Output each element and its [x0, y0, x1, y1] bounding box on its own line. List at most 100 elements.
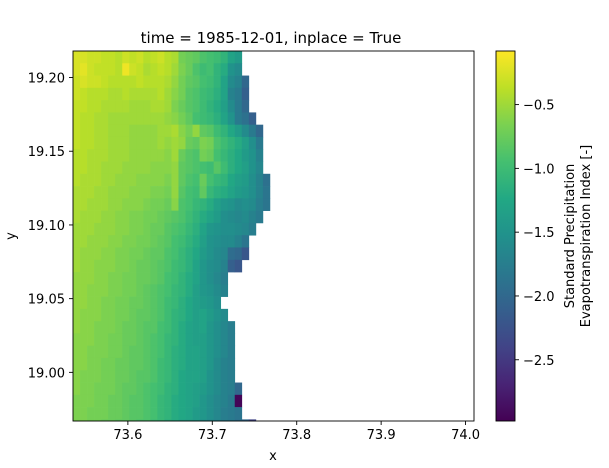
heatmap-cell [192, 321, 200, 334]
y-tick-label: 19.20 [28, 72, 65, 87]
heatmap-cell [122, 407, 130, 420]
heatmap-cell [171, 308, 179, 322]
heatmap-cell [206, 272, 214, 285]
heatmap-cell [199, 357, 207, 371]
heatmap-cell [164, 272, 172, 285]
heatmap-cell [143, 321, 151, 334]
heatmap-cell [185, 173, 193, 187]
heatmap-cell [115, 136, 123, 150]
heatmap-cell [234, 419, 243, 422]
heatmap-cell [129, 382, 137, 396]
heatmap-cell [122, 247, 130, 261]
heatmap-cell [227, 124, 236, 138]
heatmap-cell [234, 75, 243, 89]
heatmap-cell [185, 161, 193, 175]
heatmap-cell [227, 394, 236, 408]
heatmap-cell [108, 321, 116, 334]
heatmap-cell [248, 149, 257, 162]
heatmap-cell [122, 321, 130, 334]
heatmap-cell [227, 357, 236, 371]
heatmap-cell [108, 394, 116, 408]
heatmap-cell [213, 394, 222, 408]
heatmap-cell [199, 210, 207, 224]
heatmap-cell [206, 198, 214, 211]
heatmap-cell [178, 357, 186, 371]
heatmap-cell [220, 198, 229, 211]
heatmap-cell [157, 75, 165, 89]
heatmap-cell [185, 321, 193, 334]
heatmap-cell [227, 136, 236, 150]
heatmap-cell [241, 173, 250, 187]
heatmap-cell [192, 357, 200, 371]
heatmap-cell [206, 296, 214, 310]
heatmap-cell [213, 124, 222, 138]
heatmap-cell [213, 75, 222, 89]
heatmap-cell [80, 75, 88, 89]
heatmap-cell [164, 63, 172, 76]
heatmap-cell [136, 321, 144, 334]
heatmap-cell [206, 124, 214, 138]
heatmap-cell [220, 394, 229, 408]
heatmap-cell [115, 370, 123, 383]
heatmap-cell [122, 186, 130, 199]
heatmap-cell [220, 87, 229, 101]
heatmap-cell [115, 419, 123, 422]
heatmap-cell [164, 382, 172, 396]
heatmap-cell [115, 259, 123, 273]
heatmap-cell [108, 272, 116, 285]
heatmap-cell [143, 198, 151, 211]
heatmap-cell [171, 296, 179, 310]
heatmap-cell [87, 419, 95, 422]
heatmap-cell [192, 124, 200, 138]
heatmap-cell [199, 370, 207, 383]
heatmap-cell [164, 407, 172, 420]
heatmap-cell [80, 87, 88, 101]
heatmap-cell [206, 308, 214, 322]
heatmap-cell [192, 210, 200, 224]
heatmap-cell [220, 173, 229, 187]
heatmap-cell [129, 419, 137, 422]
heatmap-cell [87, 259, 95, 273]
heatmap-cell [227, 210, 236, 224]
heatmap-cell [80, 321, 88, 334]
heatmap-cell [136, 100, 144, 113]
heatmap-cell [171, 161, 179, 175]
heatmap-cell [164, 284, 172, 297]
heatmap-cell [227, 186, 236, 199]
heatmap-cell [150, 173, 158, 187]
heatmap-cell [150, 296, 158, 310]
heatmap-cell [115, 333, 123, 347]
heatmap-cell [220, 235, 229, 248]
heatmap-cell [73, 284, 81, 297]
heatmap-cell [213, 357, 222, 371]
heatmap-cell [87, 222, 95, 236]
heatmap-cell [115, 235, 123, 248]
heatmap-cell [192, 186, 200, 199]
heatmap-cell [234, 124, 243, 138]
heatmap-cell [213, 112, 222, 126]
heatmap-cell [136, 235, 144, 248]
heatmap-cell [213, 370, 222, 383]
heatmap-cell [213, 284, 222, 297]
heatmap-cell [171, 198, 179, 211]
heatmap-cell [213, 321, 222, 334]
heatmap-cell [108, 345, 116, 359]
heatmap-cell [206, 100, 214, 113]
heatmap-cell [234, 161, 243, 175]
heatmap-cell [150, 382, 158, 396]
heatmap-cell [164, 75, 172, 89]
colorbar-tick-label: −0.5 [523, 99, 555, 114]
heatmap-cell [185, 345, 193, 359]
heatmap-cell [199, 407, 207, 420]
heatmap-cell [94, 333, 102, 347]
heatmap-cell [185, 419, 193, 422]
heatmap-cell [192, 308, 200, 322]
heatmap-cell [206, 112, 214, 126]
heatmap-cell [157, 124, 165, 138]
heatmap-cell [157, 173, 165, 187]
heatmap-cell [213, 308, 222, 322]
heatmap-cell [80, 63, 88, 76]
heatmap-cell [192, 370, 200, 383]
heatmap-cell [227, 382, 236, 396]
heatmap-cell [108, 87, 116, 101]
